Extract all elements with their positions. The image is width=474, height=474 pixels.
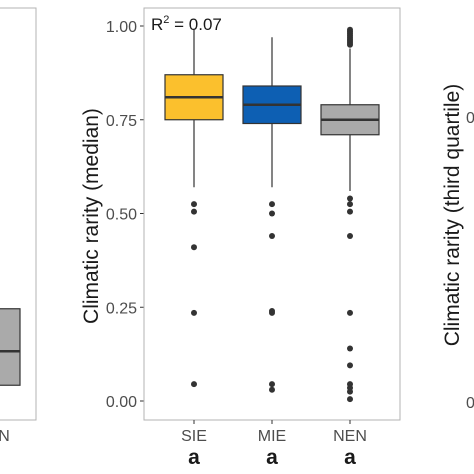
- outlier-point: [269, 233, 275, 239]
- outlier-point: [191, 381, 197, 388]
- outlier-point: [347, 233, 353, 239]
- left-category-label: N: [0, 428, 10, 445]
- y-tick-label: 1.00: [106, 19, 137, 36]
- outlier-point: [269, 386, 275, 393]
- x-tick-label: SIE: [181, 428, 207, 445]
- r-squared-annotation: R2 = 0.07: [151, 14, 222, 34]
- outlier-point: [347, 388, 353, 395]
- y-tick-label: 0.75: [106, 113, 137, 130]
- outlier-point: [269, 381, 275, 388]
- outlier-point: [347, 396, 353, 403]
- group-letter: a: [188, 446, 200, 469]
- outlier-point: [269, 201, 275, 208]
- y-tick-label: 0.00: [106, 394, 137, 411]
- x-tick-label: MIE: [258, 428, 286, 445]
- group-letter: a: [344, 446, 356, 469]
- group-letter: a: [266, 446, 278, 469]
- left-panel: N: [0, 7, 37, 445]
- center-panel: Climatic rarity (median) 0.00 0.25 0.50 0.7…: [80, 7, 401, 469]
- right-tick-fragment: 0: [466, 110, 474, 127]
- box-nen: [320, 26, 380, 403]
- outlier-point: [269, 210, 275, 217]
- outlier-point: [347, 208, 353, 215]
- outlier-point: [347, 201, 353, 208]
- right-tick-fragment: 0: [466, 395, 474, 412]
- outlier-point: [191, 201, 197, 208]
- right-panel: Climatic rarity (third quartile) 0 0: [441, 84, 474, 412]
- outlier-point: [347, 41, 353, 48]
- outlier-point: [191, 309, 197, 316]
- left-box-body: [0, 308, 21, 386]
- outlier-point: [347, 309, 353, 316]
- box-mie: [242, 37, 302, 393]
- outlier-point: [269, 309, 275, 316]
- y-tick-label: 0.50: [106, 207, 137, 224]
- left-panel-border: [0, 7, 37, 421]
- outlier-point: [191, 208, 197, 215]
- outlier-point: [347, 195, 353, 202]
- outlier-point: [347, 362, 353, 369]
- y-axis-title: Climatic rarity (median): [80, 108, 103, 324]
- outlier-point: [191, 244, 197, 251]
- outlier-point: [347, 345, 353, 352]
- box-sie: [164, 29, 224, 388]
- right-y-axis-title: Climatic rarity (third quartile): [441, 84, 464, 347]
- y-tick-label: 0.25: [106, 300, 137, 317]
- x-tick-label: NEN: [333, 428, 367, 445]
